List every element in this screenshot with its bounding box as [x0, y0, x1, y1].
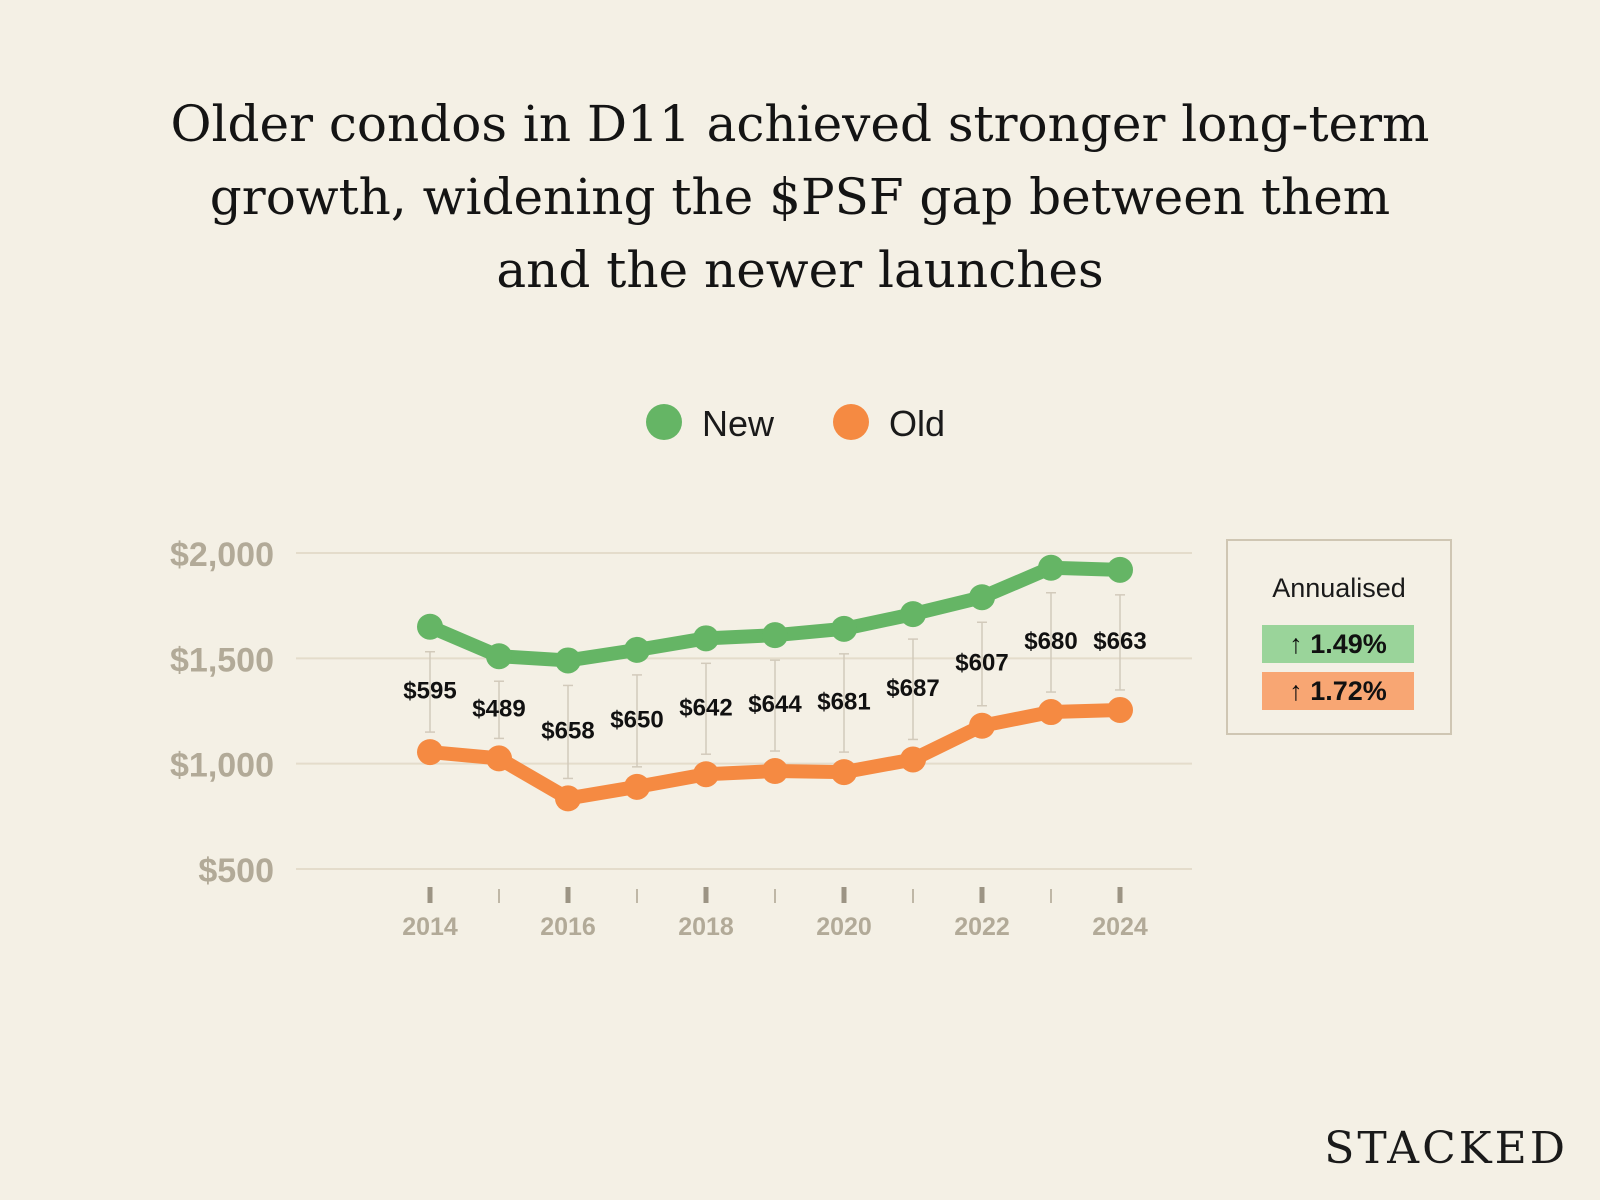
point-new: [1038, 554, 1064, 581]
gap-label: $681: [817, 688, 870, 715]
series: [417, 554, 1133, 812]
x-tick-label: 2024: [1092, 913, 1148, 941]
point-new: [831, 615, 857, 642]
brand-logo: STACKED: [1324, 1123, 1568, 1174]
point-new: [693, 625, 719, 652]
point-old: [969, 712, 995, 739]
point-old: [555, 785, 581, 812]
gap-label: $687: [886, 675, 939, 702]
point-old: [762, 758, 788, 785]
point-new: [624, 636, 650, 663]
y-tick-label: $2,000: [170, 536, 274, 574]
point-old: [417, 739, 443, 766]
legend-old-marker: [833, 404, 869, 440]
gap-label: $489: [472, 695, 525, 722]
title-line-2: growth, widening the $PSF gap between th…: [209, 168, 1391, 226]
gap-label: $642: [679, 694, 732, 721]
annualised-old-value: ↑ 1.72%: [1289, 676, 1387, 706]
legend-new-label: New: [702, 403, 775, 444]
point-new: [417, 613, 443, 640]
annualised-new-value: ↑ 1.49%: [1289, 629, 1387, 659]
y-tick-label: $500: [198, 852, 274, 890]
point-old: [1107, 696, 1133, 723]
annualised-box: Annualised ↑ 1.49% ↑ 1.72%: [1226, 539, 1452, 735]
x-axis: 2014 2016 2018 2020 2022 2024: [402, 887, 1148, 941]
point-old: [900, 746, 926, 773]
legend-new-marker: [646, 404, 682, 440]
point-old: [693, 761, 719, 788]
point-old: [486, 745, 512, 772]
point-new: [555, 647, 581, 674]
x-tick-label: 2016: [540, 913, 596, 941]
point-old: [831, 759, 857, 786]
point-old: [1038, 699, 1064, 726]
gap-label: $680: [1024, 628, 1077, 655]
point-old: [624, 773, 650, 800]
annualised-old-badge: [1262, 672, 1414, 710]
point-new: [969, 584, 995, 611]
y-axis: $500 $1,000 $1,500 $2,000: [170, 536, 274, 890]
title-line-3: and the newer launches: [496, 241, 1104, 299]
title-line-1: Older condos in D11 achieved stronger lo…: [170, 95, 1430, 153]
annualised-title: Annualised: [1272, 573, 1406, 603]
chart-title: Older condos in D11 achieved stronger lo…: [80, 88, 1520, 307]
x-tick-label: 2022: [954, 913, 1010, 941]
point-new: [900, 601, 926, 628]
point-new: [762, 622, 788, 649]
y-tick-label: $1,500: [170, 641, 274, 679]
gap-label: $644: [748, 691, 802, 718]
point-new: [1107, 556, 1133, 583]
x-tick-label: 2018: [678, 913, 734, 941]
gap-label: $650: [610, 706, 663, 733]
point-new: [486, 643, 512, 670]
x-tick-label: 2020: [816, 913, 872, 941]
annualised-box-border: [1226, 539, 1452, 735]
legend-old-label: Old: [889, 403, 945, 444]
gap-lines: [425, 591, 1125, 780]
gap-label: $595: [403, 677, 456, 704]
gap-label: $607: [955, 649, 1008, 676]
y-tick-label: $1,000: [170, 747, 274, 785]
gap-label: $658: [541, 717, 594, 744]
gap-labels: $595 $489 $658 $650 $642 $644 $681 $687 $607 $680…: [403, 628, 1146, 745]
gap-label: $663: [1093, 628, 1146, 655]
x-tick-label: 2014: [402, 913, 458, 941]
gridlines: [296, 552, 1192, 870]
annualised-new-badge: [1262, 625, 1414, 663]
legend: New Old: [646, 403, 945, 444]
